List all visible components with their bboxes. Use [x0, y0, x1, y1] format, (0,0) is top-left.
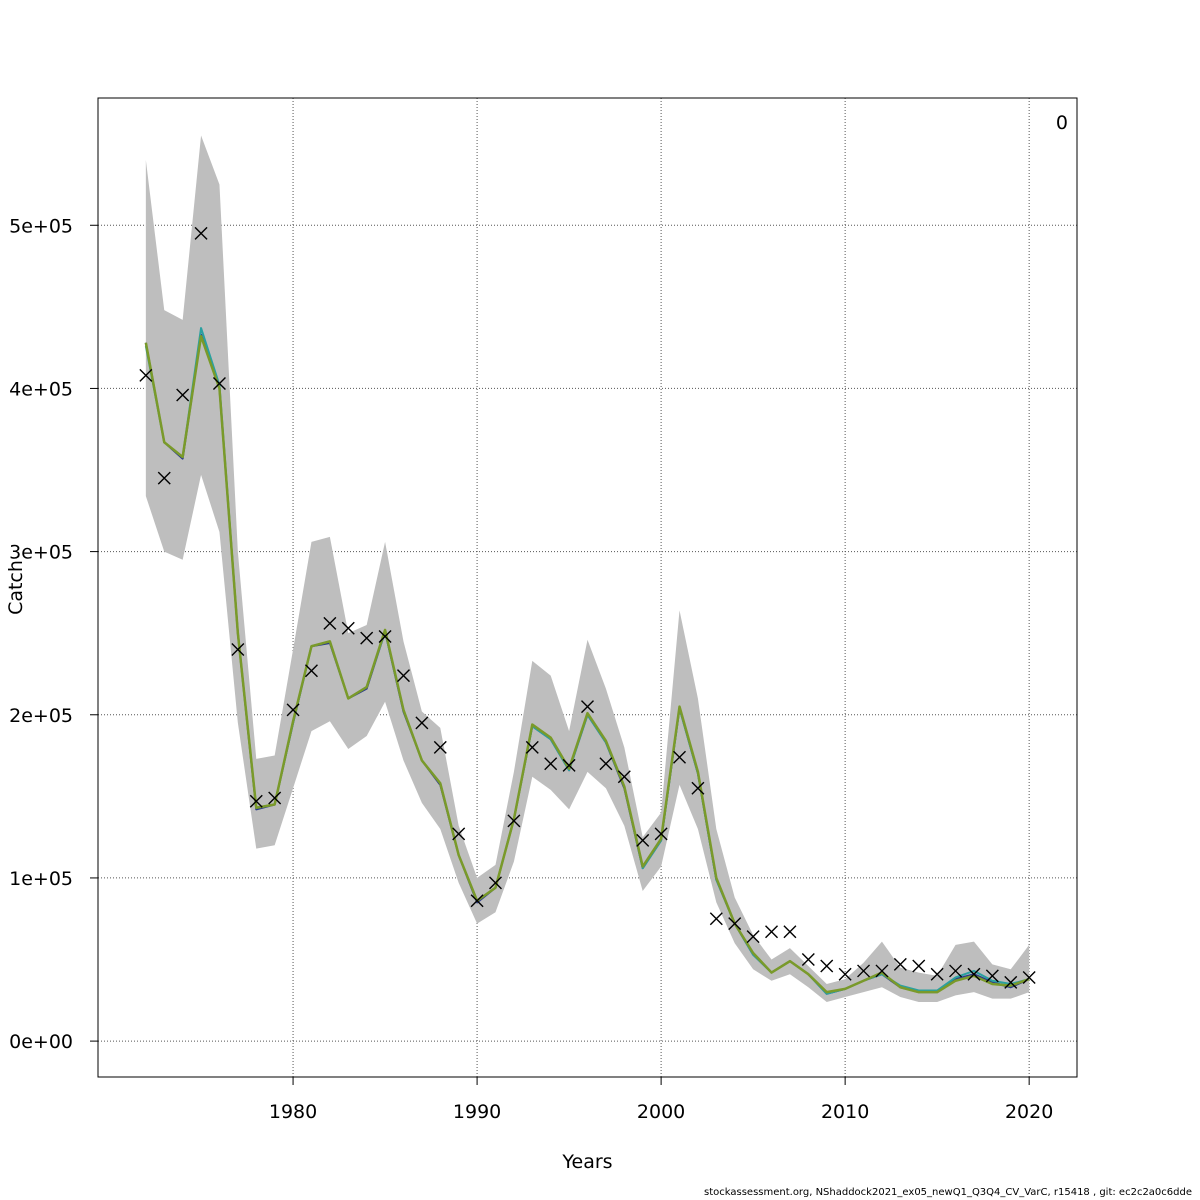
- observed-point: [525, 740, 539, 754]
- observed-point: [341, 621, 355, 635]
- observed-point: [544, 757, 558, 771]
- observed-point: [949, 964, 963, 978]
- grid-lines: [98, 98, 1077, 1077]
- series-line: [144, 334, 1030, 994]
- observed-point: [746, 930, 760, 944]
- observed-point: [875, 964, 889, 978]
- observed-point: [801, 953, 815, 967]
- observed-point: [599, 757, 613, 771]
- y-tick-label: 2e+05: [9, 705, 73, 727]
- observed-point: [617, 770, 631, 784]
- observed-point: [286, 703, 300, 717]
- observed-point: [360, 631, 374, 645]
- observed-point: [212, 377, 226, 391]
- observed-point: [304, 664, 318, 678]
- observed-point: [378, 629, 392, 643]
- y-tick-label: 1e+05: [9, 868, 73, 890]
- series-lines-group: [144, 327, 1030, 995]
- y-axis: 0e+00 1e+05 2e+05 3e+05 4e+05 5e+05: [9, 215, 98, 1053]
- observed-point: [231, 643, 245, 656]
- observed-point: [452, 827, 466, 841]
- observed-point: [488, 876, 502, 890]
- observed-point: [985, 969, 999, 983]
- y-tick-label: 5e+05: [9, 215, 73, 237]
- observed-point: [654, 827, 668, 841]
- x-axis: 1980 1990 2000 2010 2020: [269, 1077, 1053, 1123]
- y-tick-label: 0e+00: [9, 1031, 73, 1053]
- observed-point: [249, 794, 263, 808]
- observed-point: [507, 814, 521, 828]
- corner-label: 0: [1056, 112, 1068, 134]
- x-tick-label: 1980: [269, 1101, 317, 1123]
- observed-point: [673, 750, 687, 764]
- observed-point: [470, 894, 484, 908]
- y-axis-title: Catch: [5, 560, 27, 615]
- x-axis-title: Years: [561, 1151, 612, 1173]
- observed-point: [1004, 975, 1018, 989]
- y-tick-label: 4e+05: [9, 378, 73, 400]
- footer-note: stockassessment.org, NShaddock2021_ex05_…: [704, 1187, 1192, 1198]
- y-tick-label: 3e+05: [9, 542, 73, 564]
- confidence-band-group: [145, 135, 1030, 1002]
- observed-point: [709, 912, 723, 926]
- observed-point: [415, 716, 429, 730]
- observed-point: [562, 758, 576, 772]
- observed-point: [396, 669, 410, 683]
- x-tick-label: 2020: [1005, 1101, 1053, 1123]
- x-tick-label: 2000: [637, 1101, 685, 1123]
- observed-point: [691, 781, 705, 795]
- observed-point: [268, 791, 282, 805]
- observed-point: [893, 957, 907, 971]
- confidence-band: [145, 135, 1030, 1002]
- observed-point: [636, 833, 650, 847]
- observed-points-group: [139, 226, 1036, 989]
- observed-point: [838, 967, 852, 981]
- observed-point: [433, 740, 447, 754]
- observed-point: [323, 616, 337, 630]
- observed-point: [857, 964, 871, 978]
- observed-point: [967, 967, 981, 981]
- observed-point: [1022, 970, 1036, 984]
- observed-point: [930, 967, 944, 981]
- observed-point: [912, 959, 926, 973]
- x-tick-label: 2010: [821, 1101, 869, 1123]
- observed-point: [728, 917, 742, 931]
- observed-point: [194, 226, 208, 240]
- observed-point: [581, 700, 594, 714]
- observed-point: [783, 925, 797, 939]
- x-tick-label: 1990: [453, 1101, 501, 1123]
- observed-point: [820, 959, 834, 973]
- observed-point: [157, 471, 171, 485]
- observed-point: [765, 925, 779, 939]
- observed-point: [139, 368, 153, 382]
- observed-point: [176, 388, 190, 402]
- plot-frame: [97, 97, 1078, 1078]
